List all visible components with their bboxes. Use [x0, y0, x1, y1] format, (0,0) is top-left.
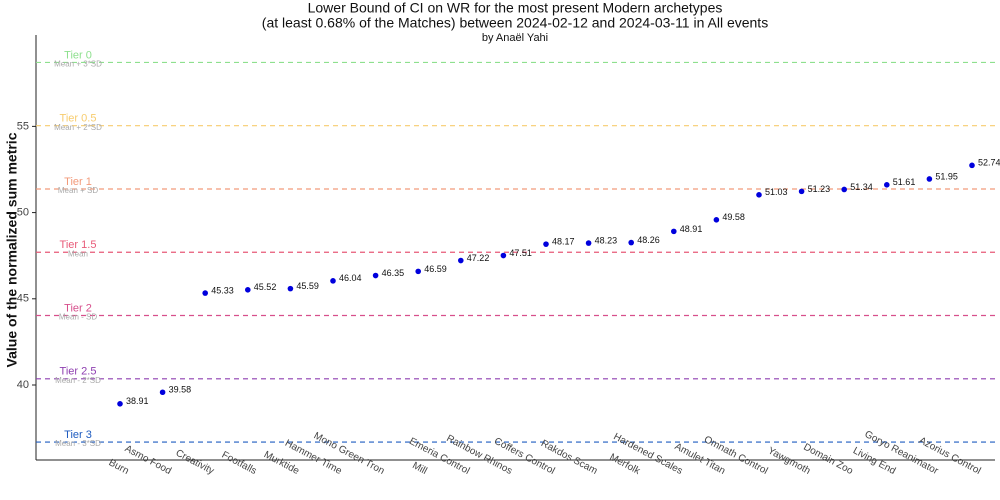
point	[415, 268, 422, 275]
tier-label: Tier 0	[64, 49, 92, 61]
data-label: 45.33	[211, 285, 234, 295]
point	[756, 192, 762, 198]
point	[159, 389, 166, 396]
chart-title: (at least 0.68% of the Matches) between …	[262, 15, 768, 31]
x-tick-label: Merfolk	[608, 452, 643, 478]
point	[884, 182, 890, 188]
tier-sublabel: Mean + 3*SD	[54, 60, 102, 69]
point	[372, 272, 379, 279]
tier-sublabel: Mean - 2*SD	[55, 376, 101, 385]
data-label: 51.61	[893, 177, 916, 187]
point	[628, 239, 634, 246]
point	[202, 290, 208, 296]
y-tick-label: 50	[17, 206, 29, 218]
data-label: 52.74	[978, 158, 1000, 168]
tier-sublabel: Mean	[68, 249, 88, 258]
y-tick-label: 55	[17, 120, 29, 132]
tier-sublabel: Mean - SD	[59, 313, 97, 322]
data-label: 38.91	[126, 396, 149, 406]
point	[117, 400, 123, 407]
data-label: 48.17	[552, 237, 575, 247]
tier-sublabel: Mean - 3*SD	[55, 439, 101, 448]
point	[926, 176, 933, 182]
point	[500, 252, 507, 259]
data-label: 46.04	[339, 273, 362, 283]
x-tick-label: Goryo Reanimator	[863, 429, 941, 477]
x-tick-label: Creativity	[174, 448, 216, 477]
point	[245, 287, 251, 293]
point	[458, 257, 464, 264]
data-label: 47.51	[509, 248, 532, 258]
point	[841, 186, 847, 193]
chart-subtitle: by Anaël Yahi	[482, 32, 548, 44]
data-label: 45.59	[296, 281, 319, 291]
x-tick-label: Hardened Scales	[611, 431, 684, 477]
point	[585, 240, 592, 246]
data-label: 51.95	[935, 171, 958, 181]
point	[798, 188, 805, 195]
x-tick-label: Mono Green Tron	[312, 430, 386, 477]
data-label: 45.52	[254, 282, 277, 292]
tier-label: Tier 1	[64, 176, 92, 188]
tier-sublabel: Mean + 2*SD	[54, 123, 102, 132]
chart-title: Lower Bound of CI on WR for the most pre…	[308, 0, 723, 16]
tier-label: Tier 2	[64, 302, 92, 314]
tier-label: Tier 3	[64, 429, 92, 441]
point	[330, 278, 336, 284]
data-label: 51.23	[808, 184, 831, 194]
tier-label: Tier 1.5	[60, 239, 97, 251]
point	[543, 241, 549, 247]
tier-sublabel: Mean + SD	[58, 186, 98, 195]
data-label: 48.91	[680, 224, 703, 234]
data-label: 48.23	[595, 235, 618, 245]
x-tick-label: Footfalls	[220, 450, 259, 477]
data-label: 47.22	[467, 253, 490, 263]
data-label: 49.58	[722, 212, 745, 222]
tier-label: Tier 2.5	[60, 366, 97, 378]
point	[671, 228, 677, 235]
y-axis-title: Value of the normalized sum metric	[4, 132, 20, 367]
point	[969, 162, 975, 169]
point	[713, 217, 720, 223]
data-label: 46.59	[424, 264, 447, 274]
data-label: 48.26	[637, 235, 660, 245]
data-label: 51.34	[850, 182, 873, 192]
data-label: 39.58	[169, 385, 192, 395]
point	[287, 285, 294, 292]
data-label: 46.35	[382, 268, 405, 278]
x-tick-label: Mill	[410, 460, 428, 477]
tier-label: Tier 0.5	[60, 113, 97, 125]
y-tick-label: 45	[17, 293, 29, 305]
y-tick-label: 40	[17, 379, 29, 391]
data-label: 51.03	[765, 187, 788, 197]
